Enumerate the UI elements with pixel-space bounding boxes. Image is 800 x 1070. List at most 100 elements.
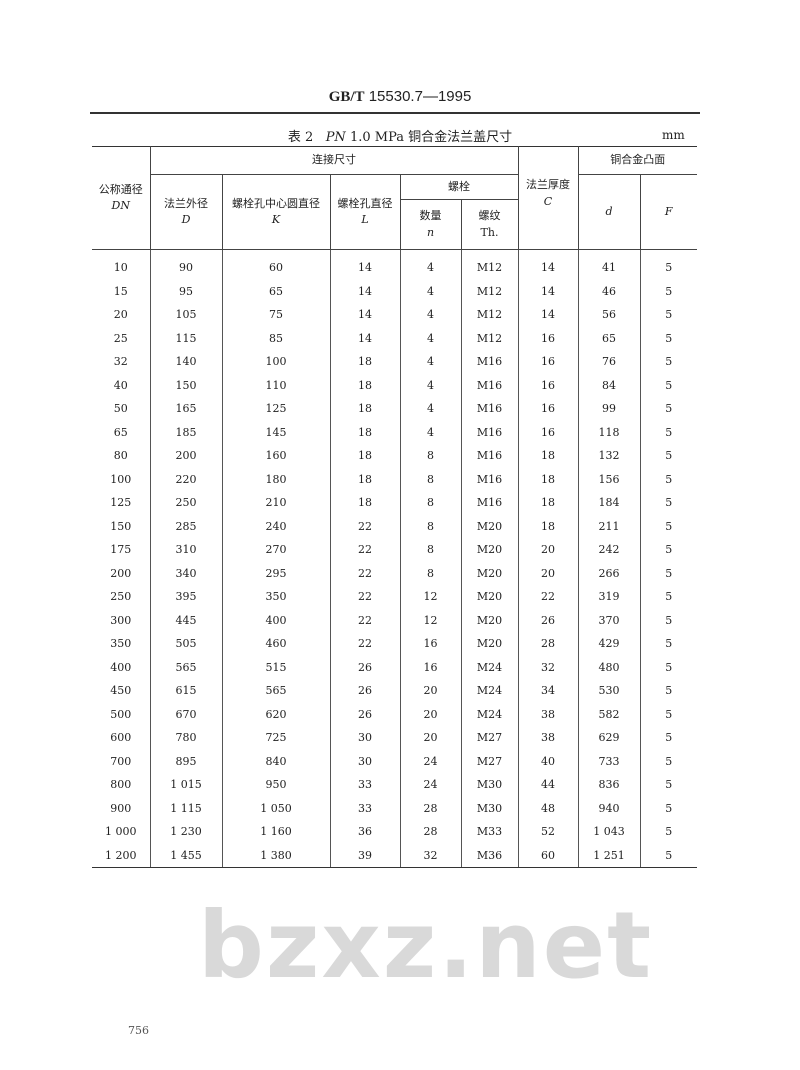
header-c-label: 法兰厚度 bbox=[526, 178, 570, 191]
table-cell: 22 bbox=[329, 585, 401, 609]
table-cell: 5 bbox=[639, 820, 697, 844]
table-cell: 32 bbox=[92, 350, 151, 374]
table-row: 80 200 160 18 8 M16 18 132 5 bbox=[92, 444, 697, 468]
table-cell: 620 bbox=[221, 702, 331, 726]
table-cell: 18 bbox=[517, 444, 579, 468]
table-cell: 250 bbox=[92, 585, 151, 609]
table-cell: 266 bbox=[577, 561, 641, 585]
table-cell: M20 bbox=[460, 538, 519, 562]
table-cell: 8 bbox=[399, 561, 462, 585]
header-k: 螺栓孔中心圆直径 K bbox=[221, 174, 331, 250]
table-cell: 39 bbox=[329, 843, 401, 868]
table-cell: 350 bbox=[92, 632, 151, 656]
table-cell: 20 bbox=[517, 538, 579, 562]
table-cell: 240 bbox=[221, 514, 331, 538]
header-bolt: 螺栓 bbox=[399, 174, 519, 200]
table-cell: 12 bbox=[399, 608, 462, 632]
table-cell: 5 bbox=[639, 420, 697, 444]
table-cell: 300 bbox=[92, 608, 151, 632]
table-cell: 99 bbox=[577, 397, 641, 421]
table-cell: 5 bbox=[639, 538, 697, 562]
table-cell: 400 bbox=[221, 608, 331, 632]
header-dn-symbol: DN bbox=[111, 199, 130, 212]
table-cell: 22 bbox=[517, 585, 579, 609]
table-cell: 56 bbox=[577, 303, 641, 327]
header-thread-symbol: Th. bbox=[480, 225, 499, 239]
table-body: 10 90 60 14 4 M12 14 41 5 15 95 65 14 4 M12 14 46 5 20 105 7… bbox=[92, 249, 697, 868]
table-cell: 60 bbox=[517, 843, 579, 868]
table-cell: M24 bbox=[460, 679, 519, 703]
table-cell: 20 bbox=[517, 561, 579, 585]
table-cell: M24 bbox=[460, 655, 519, 679]
table-cell: 5 bbox=[639, 303, 697, 327]
table-cell: 22 bbox=[329, 538, 401, 562]
table-cell: 18 bbox=[329, 397, 401, 421]
table-cell: M16 bbox=[460, 444, 519, 468]
table-cell: 840 bbox=[221, 749, 331, 773]
table-cell: 33 bbox=[329, 773, 401, 797]
table-row: 1 000 1 230 1 160 36 28 M33 52 1 043 5 bbox=[92, 820, 697, 844]
table-cell: 5 bbox=[639, 561, 697, 585]
table-cell: 150 bbox=[92, 514, 151, 538]
table-cell: 4 bbox=[399, 373, 462, 397]
table-cell: 14 bbox=[329, 249, 401, 280]
table-cell: 5 bbox=[639, 467, 697, 491]
table-cell: 340 bbox=[149, 561, 223, 585]
page-number: 756 bbox=[128, 1024, 149, 1037]
table-row: 25 115 85 14 4 M12 16 65 5 bbox=[92, 326, 697, 350]
table-cell: M27 bbox=[460, 749, 519, 773]
header-d-outer: 法兰外径 D bbox=[150, 174, 223, 250]
table-cell: 370 bbox=[577, 608, 641, 632]
header-k-symbol: K bbox=[271, 213, 281, 226]
table-cell: M16 bbox=[460, 373, 519, 397]
table-cell: 184 bbox=[577, 491, 641, 515]
table-cell: 1 200 bbox=[92, 843, 151, 868]
table-cell: 5 bbox=[639, 749, 697, 773]
header-raised-face: 铜合金凸面 bbox=[577, 146, 697, 175]
header-d-outer-symbol: D bbox=[181, 213, 191, 226]
table-cell: 32 bbox=[517, 655, 579, 679]
table-cell: 733 bbox=[577, 749, 641, 773]
table-cell: M20 bbox=[460, 608, 519, 632]
table-cell: 270 bbox=[221, 538, 331, 562]
table-row: 175 310 270 22 8 M20 20 242 5 bbox=[92, 538, 697, 562]
table-row: 100 220 180 18 8 M16 18 156 5 bbox=[92, 467, 697, 491]
table-cell: 8 bbox=[399, 467, 462, 491]
table-row: 200 340 295 22 8 M20 20 266 5 bbox=[92, 561, 697, 585]
table-cell: 22 bbox=[329, 608, 401, 632]
table-cell: 26 bbox=[329, 702, 401, 726]
table-cell: M27 bbox=[460, 726, 519, 750]
table-cell: 445 bbox=[149, 608, 223, 632]
table-cell: 26 bbox=[329, 679, 401, 703]
table-cell: 16 bbox=[517, 397, 579, 421]
header-n: 数量 n bbox=[400, 199, 462, 250]
standard-number: GB/T 15530.7—1995 bbox=[0, 88, 800, 106]
table-cell: 350 bbox=[221, 585, 331, 609]
table-cell: 1 000 bbox=[92, 820, 151, 844]
table-cell: 5 bbox=[639, 397, 697, 421]
table-cell: 18 bbox=[329, 350, 401, 374]
table-cell: 250 bbox=[149, 491, 223, 515]
table-cell: M16 bbox=[460, 467, 519, 491]
table-cell: 28 bbox=[517, 632, 579, 656]
table-cell: 500 bbox=[92, 702, 151, 726]
table-cell: 22 bbox=[329, 514, 401, 538]
table-cell: 4 bbox=[399, 303, 462, 327]
table-row: 500 670 620 26 20 M24 38 582 5 bbox=[92, 702, 697, 726]
table-cell: 8 bbox=[399, 444, 462, 468]
table-cell: 210 bbox=[221, 491, 331, 515]
table-cell: M16 bbox=[460, 397, 519, 421]
table-cell: 52 bbox=[517, 820, 579, 844]
table-cell: 5 bbox=[639, 444, 697, 468]
table-cell: 5 bbox=[639, 350, 697, 374]
header-n-symbol: n bbox=[426, 225, 435, 239]
table-cell: 38 bbox=[517, 726, 579, 750]
table-cell: 26 bbox=[329, 655, 401, 679]
table-cell: 615 bbox=[149, 679, 223, 703]
header-rule bbox=[90, 112, 700, 114]
table-cell: M30 bbox=[460, 796, 519, 820]
table-cell: 200 bbox=[92, 561, 151, 585]
table-cell: 100 bbox=[92, 467, 151, 491]
table-cell: 836 bbox=[577, 773, 641, 797]
